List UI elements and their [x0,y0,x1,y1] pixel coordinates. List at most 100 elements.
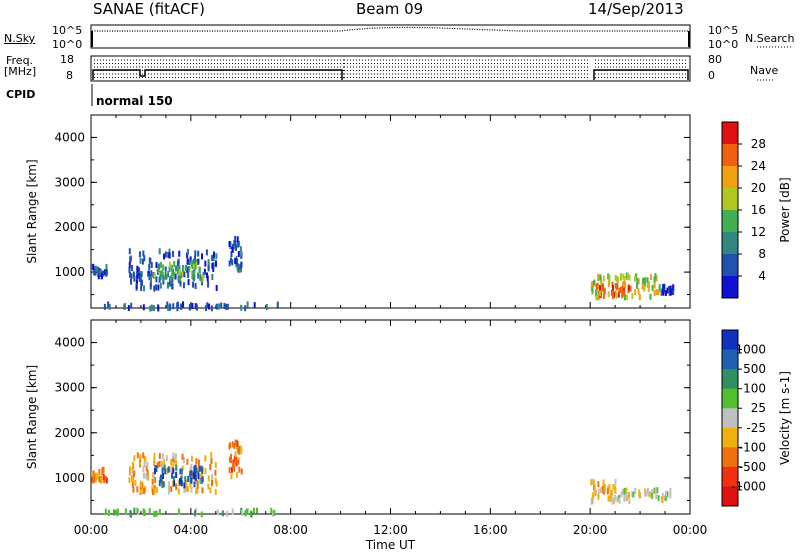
data-cell [100,476,103,483]
data-cell [158,460,161,467]
data-cell [221,510,224,517]
data-cell [187,279,190,286]
data-cell [185,264,188,271]
data-cell [189,476,192,483]
data-cell [129,466,132,473]
data-cell [173,480,176,487]
data-cell [220,302,223,309]
data-cell [666,287,669,294]
data-cell [600,289,603,296]
data-cell [623,496,626,503]
data-cell [94,476,97,483]
data-cell [190,463,193,470]
data-cell [97,273,100,280]
data-cell [192,263,195,270]
data-cell [231,441,234,448]
data-cell [128,266,131,273]
y-axis-label: Slant Range [km] [25,159,39,263]
data-cell [214,462,217,469]
data-cell [132,486,135,493]
data-cell [657,289,660,296]
data-cell [215,480,218,487]
data-cell [592,479,595,486]
data-cell [623,289,626,296]
data-cell [143,487,146,494]
data-cell [594,490,597,497]
data-cell [591,478,594,485]
data-cell [187,271,190,278]
data-cell [237,447,240,454]
data-cell [237,458,240,465]
data-cell [134,479,137,486]
data-cell [620,273,623,280]
data-cell [609,490,612,497]
data-cell [190,455,193,462]
data-cell [234,243,237,250]
date-title: 14/Sep/2013 [588,0,684,18]
data-cell [244,510,247,517]
data-cell [647,285,650,292]
data-cell [131,461,134,468]
data-cell [600,281,603,288]
colorbar-segment [722,447,738,468]
data-cell [103,303,106,310]
data-cell [196,480,199,487]
colorbar-segment [722,166,738,189]
beam-title: Beam 09 [356,0,424,18]
data-cell [597,488,600,495]
colorbar-frame [721,329,739,507]
data-cell [92,269,95,276]
data-cell [643,285,646,292]
data-cell [180,480,183,487]
data-cell [194,303,197,310]
data-cell [148,274,151,281]
data-cell [131,467,134,474]
data-cell [145,473,148,480]
data-cell [206,275,209,282]
data-cell [236,265,239,272]
data-cell [653,290,656,297]
data-cell [98,476,101,483]
data-cell [237,264,240,271]
data-cell [114,509,117,516]
freq-trace [92,69,343,80]
data-cell [158,263,161,270]
data-cell [207,259,210,266]
data-cell [218,303,221,310]
data-cell [623,487,626,494]
colorbar-tick-label: 24 [751,159,766,173]
data-cell [191,302,194,309]
data-cell [653,276,656,283]
data-cell [171,463,174,470]
data-cell [167,466,170,473]
freq-bottom-tick: 8 [66,69,73,82]
data-cell [128,477,131,484]
data-cell [234,235,237,242]
data-cell [610,289,613,296]
data-cell [153,468,156,475]
data-cell [210,458,213,465]
data-cell [190,470,193,477]
data-cell [177,258,180,265]
data-cell [615,275,618,282]
data-cell [135,282,138,289]
data-cell [599,274,602,281]
data-cell [171,269,174,276]
data-cell [662,283,665,290]
data-cell [174,459,177,466]
data-cell [231,259,234,266]
data-cell [185,485,188,492]
data-cell [230,473,233,480]
data-cell [170,274,173,281]
data-cell [228,467,231,474]
data-cell [182,301,185,308]
data-cell [91,470,94,477]
data-cell [668,289,671,296]
data-cell [183,271,186,278]
data-cell [638,492,641,499]
data-cell [182,265,185,272]
data-cell [151,485,154,492]
data-cell [141,487,144,494]
data-cell [131,481,134,488]
data-cell [200,276,203,283]
